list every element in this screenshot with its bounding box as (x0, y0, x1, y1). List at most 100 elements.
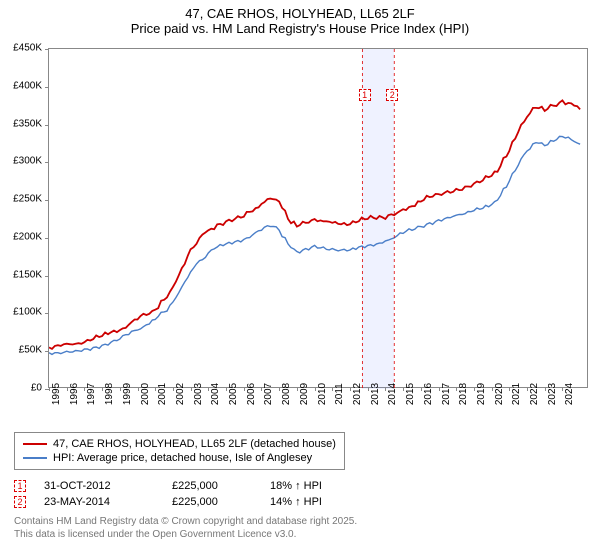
legend-label: HPI: Average price, detached house, Isle… (53, 452, 312, 464)
y-axis-label: £400K (13, 80, 42, 91)
x-tick (173, 387, 174, 391)
legend-label: 47, CAE RHOS, HOLYHEAD, LL65 2LF (detach… (53, 438, 336, 450)
x-tick (315, 387, 316, 391)
x-axis-label: 2014 (387, 383, 398, 405)
x-tick (545, 387, 546, 391)
legend-swatch (23, 443, 47, 445)
title-address: 47, CAE RHOS, HOLYHEAD, LL65 2LF (0, 6, 600, 21)
x-axis-label: 1996 (69, 383, 80, 405)
chart-area: 12 £0£50K£100K£150K£200K£250K£300K£350K£… (48, 48, 588, 418)
x-axis-label: 1995 (51, 383, 62, 405)
x-tick (191, 387, 192, 391)
sale-price: £225,000 (172, 480, 252, 492)
sale-date: 23-MAY-2014 (44, 496, 154, 508)
y-axis-label: £250K (13, 194, 42, 205)
x-tick (244, 387, 245, 391)
x-axis-label: 2008 (281, 383, 292, 405)
footnote-line2: This data is licensed under the Open Gov… (14, 529, 586, 542)
x-axis-label: 2013 (370, 383, 381, 405)
chart-title: 47, CAE RHOS, HOLYHEAD, LL65 2LF Price p… (0, 0, 600, 40)
x-axis-label: 2023 (547, 383, 558, 405)
x-axis-label: 1997 (86, 383, 97, 405)
x-tick (439, 387, 440, 391)
y-axis-label: £200K (13, 231, 42, 242)
x-axis-label: 2018 (458, 383, 469, 405)
x-axis-label: 2016 (423, 383, 434, 405)
x-tick (403, 387, 404, 391)
footnote-line1: Contains HM Land Registry data © Crown c… (14, 516, 586, 529)
x-tick (421, 387, 422, 391)
x-tick (492, 387, 493, 391)
x-tick (49, 387, 50, 391)
x-axis-label: 2021 (511, 383, 522, 405)
series-hpi (49, 136, 580, 354)
footnote: Contains HM Land Registry data © Crown c… (14, 516, 586, 541)
sale-marker-2: 2 (386, 89, 398, 101)
sale-row-marker: 2 (14, 496, 26, 508)
x-axis-label: 2024 (564, 383, 575, 405)
sale-row-marker: 1 (14, 480, 26, 492)
y-tick (45, 238, 49, 239)
y-axis-label: £150K (13, 269, 42, 280)
sales-table: 1 31-OCT-2012 £225,000 18% ↑ HPI 2 23-MAY-201… (14, 478, 586, 510)
x-axis-label: 1999 (122, 383, 133, 405)
x-axis-label: 2005 (228, 383, 239, 405)
x-tick (67, 387, 68, 391)
x-axis-label: 2019 (476, 383, 487, 405)
sale-row: 1 31-OCT-2012 £225,000 18% ↑ HPI (14, 478, 586, 494)
chart-lines (49, 49, 589, 389)
sale-marker-1: 1 (359, 89, 371, 101)
y-tick (45, 200, 49, 201)
sale-row: 2 23-MAY-2014 £225,000 14% ↑ HPI (14, 494, 586, 510)
x-axis-label: 2015 (405, 383, 416, 405)
below-chart: 47, CAE RHOS, HOLYHEAD, LL65 2LF (detach… (14, 432, 586, 541)
legend: 47, CAE RHOS, HOLYHEAD, LL65 2LF (detach… (14, 432, 345, 470)
y-axis-label: £450K (13, 43, 42, 54)
y-tick (45, 351, 49, 352)
x-axis-label: 2009 (299, 383, 310, 405)
x-tick (138, 387, 139, 391)
x-axis-label: 2011 (334, 383, 345, 405)
y-tick (45, 276, 49, 277)
x-axis-label: 2010 (317, 383, 328, 405)
x-tick (350, 387, 351, 391)
y-tick (45, 87, 49, 88)
y-axis-label: £100K (13, 307, 42, 318)
x-axis-label: 2006 (246, 383, 257, 405)
x-axis-label: 2003 (193, 383, 204, 405)
x-tick (527, 387, 528, 391)
x-axis-label: 2022 (529, 383, 540, 405)
x-tick (120, 387, 121, 391)
series-price_paid (49, 100, 580, 349)
y-tick (45, 313, 49, 314)
y-axis-label: £300K (13, 156, 42, 167)
y-axis-label: £0 (31, 383, 42, 394)
y-tick (45, 162, 49, 163)
y-axis-label: £50K (19, 345, 42, 356)
x-tick (102, 387, 103, 391)
sale-pct: 18% ↑ HPI (270, 480, 360, 492)
x-axis-label: 2007 (263, 383, 274, 405)
x-axis-label: 2017 (441, 383, 452, 405)
x-axis-label: 1998 (104, 383, 115, 405)
x-axis-label: 2012 (352, 383, 363, 405)
x-tick (368, 387, 369, 391)
x-axis-label: 2002 (175, 383, 186, 405)
y-tick (45, 125, 49, 126)
legend-swatch (23, 457, 47, 459)
x-tick (226, 387, 227, 391)
x-axis-label: 2000 (140, 383, 151, 405)
y-axis-label: £350K (13, 118, 42, 129)
x-tick (279, 387, 280, 391)
sale-price: £225,000 (172, 496, 252, 508)
x-axis-label: 2004 (210, 383, 221, 405)
sale-pct: 14% ↑ HPI (270, 496, 360, 508)
x-tick (474, 387, 475, 391)
legend-row: 47, CAE RHOS, HOLYHEAD, LL65 2LF (detach… (23, 437, 336, 451)
x-axis-label: 2020 (494, 383, 505, 405)
y-tick (45, 49, 49, 50)
x-axis-label: 2001 (157, 383, 168, 405)
sale-date: 31-OCT-2012 (44, 480, 154, 492)
legend-row: HPI: Average price, detached house, Isle… (23, 451, 336, 465)
x-tick (297, 387, 298, 391)
